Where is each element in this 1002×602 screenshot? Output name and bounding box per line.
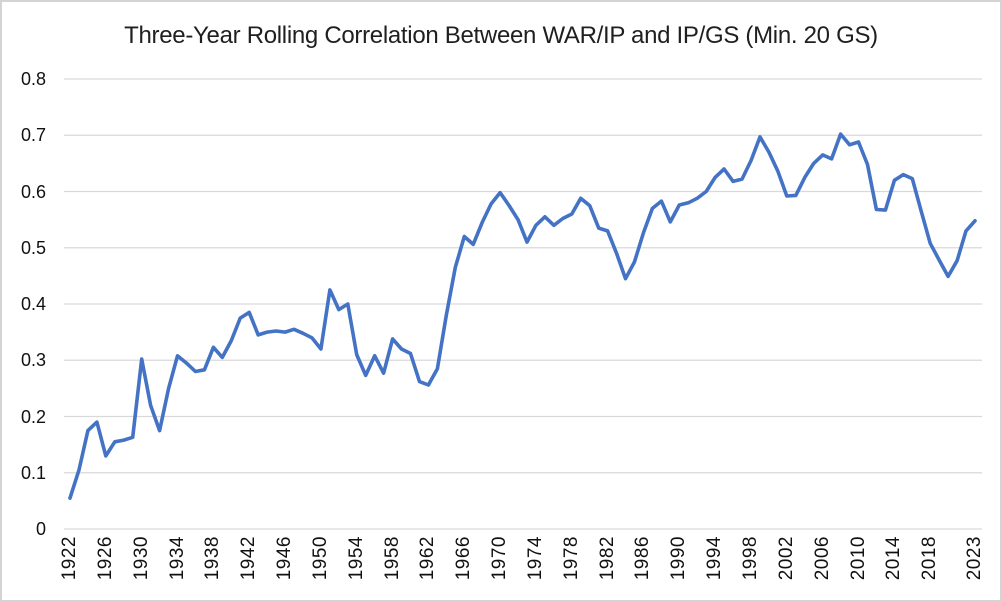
- x-axis-tick-label: 1966: [453, 536, 475, 581]
- x-axis-tick-label: 2018: [919, 536, 941, 581]
- x-axis-tick-label: 1926: [94, 536, 116, 581]
- y-axis-tick-label: 0: [35, 519, 46, 539]
- x-axis-tick-label: 2014: [883, 536, 905, 581]
- x-axis-tick-label: 2006: [811, 536, 833, 581]
- y-axis-tick-label: 0.7: [20, 125, 46, 146]
- x-axis-tick-label: 1958: [381, 536, 403, 581]
- x-axis-tick-label: 1950: [309, 536, 331, 581]
- y-axis-tick-label: 0.1: [20, 462, 46, 483]
- x-axis-tick-label: 1970: [489, 536, 511, 581]
- x-axis-tick-label: 2002: [775, 536, 797, 581]
- x-axis-tick-label: 1942: [238, 536, 260, 581]
- y-axis-tick-label: 0.6: [20, 181, 46, 202]
- x-axis-tick-label: 2023: [964, 536, 985, 581]
- x-axis-tick-label: 1930: [130, 536, 152, 581]
- y-axis-tick-label: 0.2: [20, 406, 46, 427]
- correlation-line: [68, 132, 977, 500]
- x-axis-tick-label: 1974: [524, 536, 546, 581]
- x-axis-tick-label: 1990: [668, 536, 690, 581]
- x-axis-tick-label: 1962: [417, 536, 439, 581]
- chart-title: Three-Year Rolling Correlation Between W…: [124, 22, 878, 49]
- y-axis-tick-label: 0.5: [20, 237, 46, 258]
- y-axis-tick-label: 0.4: [20, 294, 46, 314]
- x-axis-tick-label: 1922: [59, 536, 80, 581]
- x-axis-tick-label: 1998: [739, 536, 761, 581]
- y-axis-tick-label: 0.8: [20, 69, 46, 89]
- y-axis-tick-label: 0.3: [20, 350, 46, 371]
- x-axis-tick-label: 1986: [632, 536, 654, 581]
- x-axis-tick-label: 1934: [166, 536, 188, 581]
- x-axis-tick-label: 1938: [202, 536, 224, 581]
- x-axis-tick-label: 1994: [704, 536, 726, 581]
- gridlines: [64, 78, 982, 530]
- x-axis-tick-label: 2010: [847, 536, 869, 581]
- x-axis-tick-label: 1954: [345, 536, 367, 581]
- x-axis-tick-label: 1946: [274, 536, 296, 581]
- x-axis-tick-label: 1978: [560, 536, 582, 581]
- x-axis-tick-label: 1982: [596, 536, 618, 581]
